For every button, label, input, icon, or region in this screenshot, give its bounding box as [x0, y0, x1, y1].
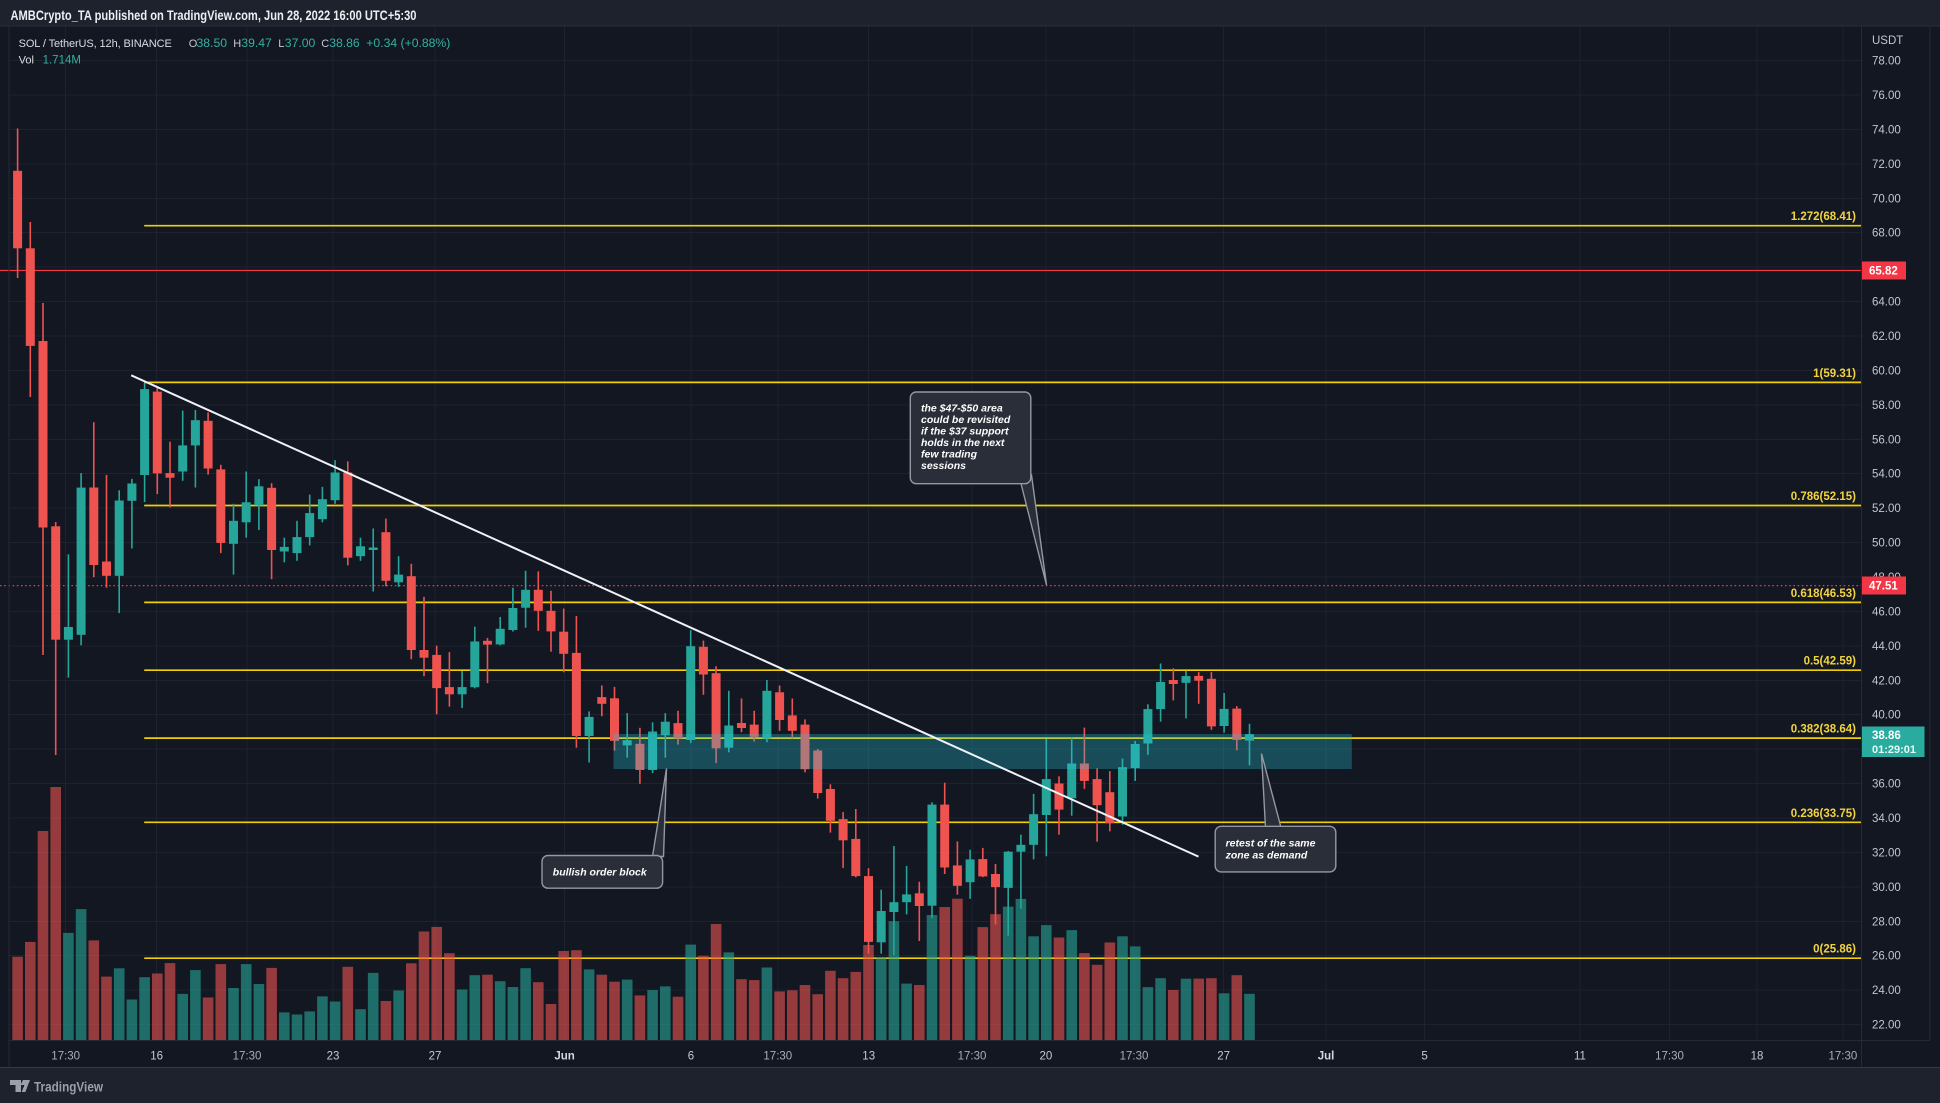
svg-text:39.47: 39.47	[241, 36, 272, 50]
svg-text:0.236(33.75): 0.236(33.75)	[1791, 808, 1856, 820]
svg-text:AMBCrypto_TA published on Trad: AMBCrypto_TA published on TradingView.co…	[11, 7, 417, 23]
svg-text:65.82: 65.82	[1869, 265, 1898, 277]
svg-text:27: 27	[1217, 1051, 1230, 1063]
svg-text:40.00: 40.00	[1872, 710, 1901, 722]
svg-text:27: 27	[429, 1051, 442, 1063]
svg-text:44.00: 44.00	[1872, 641, 1901, 653]
svg-text:bullish order block: bullish order block	[553, 867, 648, 879]
svg-text:17:30: 17:30	[1120, 1051, 1149, 1063]
svg-text:H: H	[233, 38, 241, 50]
svg-text:62.00: 62.00	[1872, 331, 1901, 343]
svg-text:Jun: Jun	[554, 1051, 574, 1063]
svg-text:24.00: 24.00	[1872, 985, 1901, 997]
svg-text:0(25.86): 0(25.86)	[1813, 944, 1856, 956]
svg-text:0.382(38.64): 0.382(38.64)	[1791, 724, 1856, 736]
svg-text:1(59.31): 1(59.31)	[1813, 368, 1856, 380]
svg-text:54.00: 54.00	[1872, 469, 1901, 481]
svg-text:36.00: 36.00	[1872, 779, 1901, 791]
svg-text:TradingView: TradingView	[34, 1080, 103, 1095]
svg-text:22.00: 22.00	[1872, 1020, 1901, 1032]
svg-text:L: L	[278, 38, 284, 50]
svg-text:78.00: 78.00	[1872, 56, 1901, 68]
svg-text:+0.34 (+0.88%): +0.34 (+0.88%)	[366, 36, 450, 50]
svg-text:47.51: 47.51	[1869, 581, 1898, 593]
svg-text:Jul: Jul	[1318, 1051, 1335, 1063]
svg-text:56.00: 56.00	[1872, 434, 1901, 446]
svg-text:O: O	[189, 38, 198, 50]
svg-text:23: 23	[327, 1051, 340, 1063]
svg-text:1.714M: 1.714M	[43, 54, 81, 66]
svg-text:could be revisited: could be revisited	[921, 414, 1011, 426]
svg-text:17:30: 17:30	[1655, 1051, 1684, 1063]
svg-text:5: 5	[1421, 1051, 1427, 1063]
svg-text:SOL / TetherUS, 12h, BINANCE: SOL / TetherUS, 12h, BINANCE	[19, 38, 172, 50]
svg-text:USDT: USDT	[1872, 35, 1903, 47]
svg-text:11: 11	[1574, 1051, 1586, 1063]
svg-text:retest of the same: retest of the same	[1226, 837, 1316, 849]
svg-text:74.00: 74.00	[1872, 125, 1901, 137]
svg-text:70.00: 70.00	[1872, 193, 1901, 205]
svg-text:17:30: 17:30	[233, 1051, 262, 1063]
svg-text:76.00: 76.00	[1872, 90, 1901, 102]
svg-text:holds in the next: holds in the next	[921, 437, 1005, 449]
svg-text:17:30: 17:30	[51, 1051, 80, 1063]
svg-text:38.50: 38.50	[197, 36, 228, 50]
svg-text:46.00: 46.00	[1872, 607, 1901, 619]
svg-text:26.00: 26.00	[1872, 951, 1901, 963]
svg-text:13: 13	[862, 1051, 875, 1063]
svg-text:C: C	[321, 38, 329, 50]
svg-text:30.00: 30.00	[1872, 882, 1901, 894]
svg-text:58.00: 58.00	[1872, 400, 1901, 412]
svg-text:Vol: Vol	[19, 54, 34, 66]
svg-text:32.00: 32.00	[1872, 848, 1901, 860]
svg-text:37.00: 37.00	[285, 36, 316, 50]
svg-text:34.00: 34.00	[1872, 813, 1901, 825]
svg-text:20: 20	[1040, 1051, 1053, 1063]
svg-text:42.00: 42.00	[1872, 675, 1901, 687]
svg-text:6: 6	[688, 1051, 694, 1063]
svg-text:60.00: 60.00	[1872, 366, 1901, 378]
svg-text:17:30: 17:30	[763, 1051, 792, 1063]
svg-text:38.86: 38.86	[329, 36, 360, 50]
svg-text:0.618(46.53): 0.618(46.53)	[1791, 588, 1856, 600]
svg-text:0.5(42.59): 0.5(42.59)	[1804, 656, 1857, 668]
svg-text:sessions: sessions	[921, 460, 966, 472]
svg-text:01:29:01: 01:29:01	[1872, 744, 1916, 756]
svg-text:few trading: few trading	[921, 448, 978, 460]
svg-text:zone as demand: zone as demand	[1225, 850, 1308, 862]
svg-text:18: 18	[1751, 1051, 1764, 1063]
svg-text:17:30: 17:30	[1829, 1051, 1858, 1063]
svg-text:52.00: 52.00	[1872, 503, 1901, 515]
svg-text:50.00: 50.00	[1872, 538, 1901, 550]
svg-text:68.00: 68.00	[1872, 228, 1901, 240]
svg-text:0.786(52.15): 0.786(52.15)	[1791, 491, 1856, 503]
svg-text:38.86: 38.86	[1872, 730, 1901, 742]
svg-text:1.272(68.41): 1.272(68.41)	[1791, 211, 1856, 223]
svg-text:17:30: 17:30	[958, 1051, 987, 1063]
svg-text:the $47-$50 area: the $47-$50 area	[921, 402, 1003, 414]
svg-text:16: 16	[150, 1051, 163, 1063]
svg-text:64.00: 64.00	[1872, 297, 1901, 309]
svg-text:if the $37 support: if the $37 support	[921, 425, 1009, 437]
svg-text:72.00: 72.00	[1872, 159, 1901, 171]
svg-text:28.00: 28.00	[1872, 916, 1901, 928]
